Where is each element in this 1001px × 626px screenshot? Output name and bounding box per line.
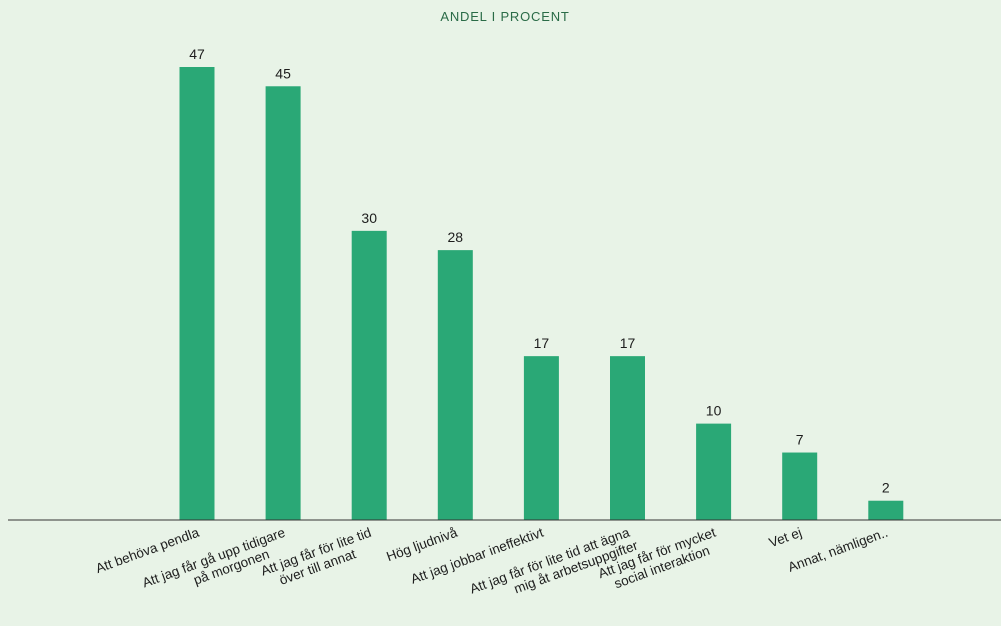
value-label-8: 7 (796, 432, 804, 448)
value-label-5: 17 (534, 335, 550, 351)
value-label-3: 30 (361, 210, 377, 226)
bar-4 (437, 250, 473, 520)
category-label-8-line-1: Vet ej (767, 525, 804, 551)
bar-3 (351, 230, 387, 520)
bar-6 (610, 356, 645, 520)
value-label-1: 47 (189, 46, 205, 62)
bar-8 (782, 452, 818, 520)
value-label-9: 2 (882, 480, 890, 496)
value-label-4: 28 (448, 229, 464, 245)
chart-title: ANDEL I PROCENT (440, 9, 569, 24)
bar-1 (179, 67, 215, 520)
bar-9 (868, 500, 904, 520)
bar-5 (523, 356, 559, 520)
value-label-7: 10 (706, 403, 722, 419)
category-label-9-line-1: Annat, nämligen.. (786, 525, 890, 575)
value-label-6: 17 (620, 335, 636, 351)
bar-2 (265, 86, 301, 520)
value-label-2: 45 (275, 65, 291, 81)
bar-7 (696, 423, 732, 520)
category-label-8: Vet ej (767, 525, 804, 551)
category-label-9: Annat, nämligen.. (786, 525, 890, 575)
